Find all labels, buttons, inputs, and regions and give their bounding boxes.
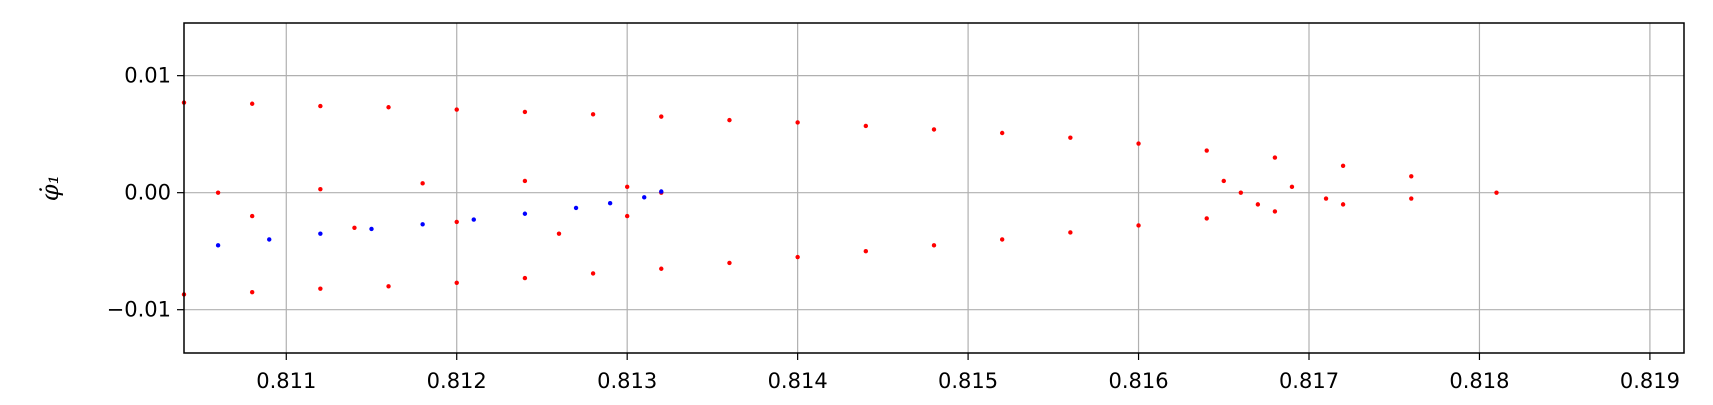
data-point: [1323, 196, 1329, 201]
data-point: [1409, 196, 1414, 201]
plot-frame: [183, 22, 1685, 354]
data-point: [522, 178, 528, 184]
data-point: [522, 109, 528, 115]
x-tick-label: 0.812: [427, 369, 487, 393]
data-point: [1289, 184, 1295, 190]
data-point: [420, 181, 425, 186]
x-axis: 0.811 0.812 0.813 0.814 0.815 0.816 0.817 0.818…: [256, 353, 1680, 393]
data-point: [522, 211, 528, 216]
data-point: [1272, 209, 1278, 214]
y-tick-label: −0.01: [107, 298, 171, 322]
data-point: [1409, 174, 1414, 179]
data-point: [369, 226, 374, 232]
y-tick-label: 0.00: [124, 181, 171, 205]
data-point: [249, 289, 255, 295]
data-point: [249, 213, 255, 219]
data-point: [267, 237, 272, 242]
y-axis: 0.01 0.00 −0.01: [107, 64, 184, 322]
data-point: [999, 237, 1005, 242]
data-point: [386, 105, 391, 110]
data-point: [454, 280, 459, 285]
x-tick-label: 0.814: [768, 369, 828, 393]
data-point: [659, 189, 664, 194]
data-point: [590, 271, 596, 276]
data-point: [454, 219, 459, 225]
data-point: [352, 225, 357, 230]
data-point: [931, 127, 937, 132]
data-point: [642, 195, 647, 200]
x-tick-label: 0.813: [597, 369, 657, 393]
data-point: [727, 117, 732, 123]
x-tick-label: 0.815: [938, 369, 998, 393]
data-point: [1204, 148, 1209, 153]
grid: [184, 23, 1684, 353]
data-point: [215, 243, 221, 248]
x-tick-label: 0.819: [1620, 369, 1680, 393]
data-point: [1494, 190, 1499, 195]
data-point: [1068, 230, 1073, 235]
data-point: [318, 231, 323, 236]
y-tick-label: 0.01: [124, 64, 171, 88]
data-point: [624, 184, 630, 190]
data-point: [727, 260, 732, 266]
data-point: [863, 123, 869, 129]
data-point: [1255, 202, 1261, 207]
data-point: [318, 103, 323, 109]
data-point: [1136, 141, 1141, 146]
data-point: [1272, 155, 1278, 160]
data-point: [624, 213, 630, 219]
data-point: [795, 120, 800, 125]
data-point: [249, 101, 255, 106]
series-1: [215, 189, 664, 248]
data-point: [318, 186, 323, 192]
data-point: [1238, 190, 1244, 195]
data-point: [1204, 216, 1209, 221]
data-point: [931, 243, 937, 248]
data-point: [420, 222, 425, 227]
data-point: [659, 114, 664, 119]
x-tick-label: 0.818: [1449, 369, 1509, 393]
data-point: [522, 275, 528, 281]
data-point: [1068, 135, 1073, 140]
data-point: [386, 284, 391, 289]
data-point: [659, 266, 664, 271]
data-point: [215, 190, 221, 195]
data-point: [607, 201, 613, 206]
data-points: [181, 100, 1499, 297]
data-point: [1340, 163, 1346, 168]
series-0: [181, 100, 1499, 297]
data-point: [999, 130, 1005, 136]
data-point: [795, 254, 800, 260]
y-axis-label: φ̇₁: [36, 175, 64, 201]
x-tick-label: 0.816: [1108, 369, 1168, 393]
data-point: [590, 112, 596, 117]
data-point: [556, 231, 562, 236]
data-point: [573, 205, 579, 211]
data-point: [318, 286, 323, 291]
data-point: [1221, 178, 1226, 184]
data-point: [471, 217, 476, 222]
x-tick-label: 0.811: [256, 369, 316, 393]
data-point: [1136, 223, 1141, 228]
data-point: [454, 107, 459, 112]
data-point: [1340, 202, 1346, 207]
data-point: [863, 248, 869, 254]
x-tick-label: 0.817: [1279, 369, 1339, 393]
